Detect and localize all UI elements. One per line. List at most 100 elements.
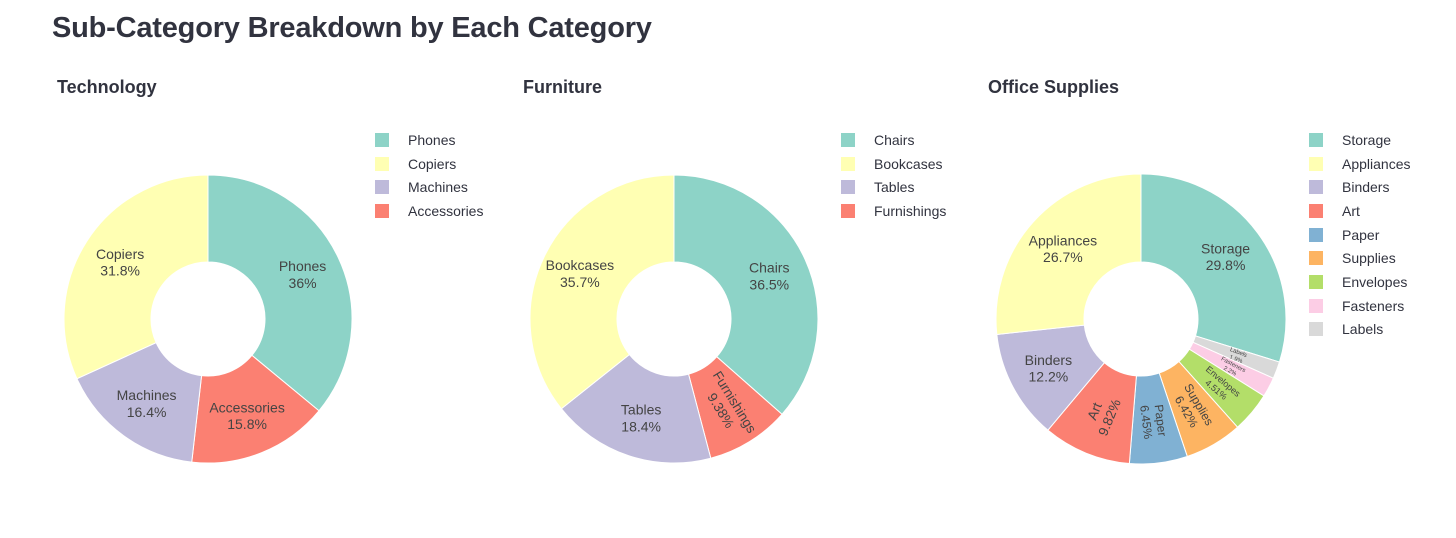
- chart-title: Technology: [57, 77, 157, 97]
- slice-label-value: 36%: [289, 275, 317, 291]
- legend-label: Tables: [874, 179, 915, 196]
- slice-label-value: 15.8%: [227, 416, 267, 432]
- legend-swatch: [375, 132, 389, 147]
- legend: Chairs Bookcases Tables Furnishings: [841, 128, 946, 223]
- legend-swatch: [375, 180, 389, 195]
- legend-label: Supplies: [1342, 250, 1396, 267]
- legend-item-phones[interactable]: Phones: [375, 128, 483, 152]
- chart-panel-technology: Technology Phones 36% Accessories 15.8% Mach…: [0, 70, 483, 510]
- slice-storage: [1140, 173, 1287, 363]
- legend-item-fasteners[interactable]: Fasteners: [1309, 294, 1411, 318]
- legend-item-copiers[interactable]: Copiers: [375, 152, 483, 176]
- legend-label: Furnishings: [874, 202, 947, 219]
- legend-swatch: [1309, 180, 1323, 195]
- legend-swatch: [1309, 322, 1323, 337]
- legend-item-appliances[interactable]: Appliances: [1309, 152, 1411, 176]
- legend-swatch: [841, 132, 855, 147]
- slice-label-value: 1.9%: [1228, 355, 1244, 366]
- legend-label: Accessories: [408, 202, 484, 219]
- legend: Storage Appliances Binders Art Paper Supplies…: [1309, 128, 1411, 341]
- legend-item-paper[interactable]: Paper: [1309, 223, 1411, 247]
- legend-label: Storage: [1342, 131, 1392, 148]
- legend-label: Labels: [1342, 321, 1384, 338]
- legend-item-art[interactable]: Art: [1309, 199, 1411, 223]
- legend-swatch: [1309, 274, 1323, 289]
- legend-item-chairs[interactable]: Chairs: [841, 128, 946, 152]
- page-title: Sub-Category Breakdown by Each Category: [52, 12, 652, 44]
- slice-label-name: Binders: [1025, 352, 1072, 368]
- chart-title: Office Supplies: [988, 77, 1120, 97]
- legend-label: Fasteners: [1342, 297, 1405, 314]
- legend-swatch: [375, 203, 389, 218]
- slice-label-name: Tables: [621, 402, 661, 418]
- slice-label-name: Machines: [117, 387, 177, 403]
- slice-label-value: 36.5%: [749, 276, 789, 292]
- legend-label: Copiers: [408, 155, 457, 172]
- legend-label: Art: [1342, 202, 1360, 219]
- legend-item-binders[interactable]: Binders: [1309, 175, 1411, 199]
- slice-copiers: [63, 174, 209, 380]
- legend-item-tables[interactable]: Tables: [841, 175, 946, 199]
- slice-label-name: Accessories: [209, 399, 284, 415]
- legend-swatch: [375, 156, 389, 171]
- slice-label-name: Appliances: [1029, 232, 1098, 248]
- slice-accessories: [191, 354, 320, 464]
- legend-label: Bookcases: [874, 155, 943, 172]
- slice-label-value: 26.7%: [1043, 249, 1083, 265]
- legend-item-supplies[interactable]: Supplies: [1309, 246, 1411, 270]
- legend-label: Envelopes: [1342, 273, 1408, 290]
- legend-label: Appliances: [1342, 155, 1411, 172]
- slice-label-name: Phones: [279, 258, 326, 274]
- legend-item-storage[interactable]: Storage: [1309, 128, 1411, 152]
- chart-title: Furniture: [523, 77, 602, 97]
- slice-bookcases: [529, 174, 675, 410]
- legend-swatch: [841, 203, 855, 218]
- donut-chart-office-supplies: Storage29.8%Labels1.9%Fasteners2.2%Envel…: [995, 173, 1287, 465]
- slice-label-value: 12.2%: [1029, 369, 1069, 385]
- legend-item-machines[interactable]: Machines: [375, 175, 483, 199]
- slice-binders: [996, 324, 1106, 431]
- slice-machines: [76, 341, 203, 463]
- slice-tables: [560, 353, 712, 464]
- legend-label: Paper: [1342, 226, 1380, 243]
- slice-label-name: Art: [1084, 400, 1105, 422]
- slice-chairs: [673, 174, 819, 415]
- donut-chart-furniture: Chairs36.5%Furnishings9.38%Tables18.4%Bo…: [529, 174, 819, 464]
- chart-panel-furniture: Furniture Chairs 36.5% Furnishings 9.38% Tab…: [466, 70, 946, 510]
- legend-label: Machines: [408, 179, 468, 196]
- legend-item-furnishings[interactable]: Furnishings: [841, 199, 946, 223]
- legend-item-labels[interactable]: Labels: [1309, 318, 1411, 342]
- legend-label: Binders: [1342, 179, 1390, 196]
- legend-swatch: [841, 156, 855, 171]
- slice-label-name: Bookcases: [546, 257, 614, 273]
- legend: Phones Copiers Machines Accessories: [375, 128, 483, 223]
- legend-swatch: [1309, 132, 1323, 147]
- legend-item-accessories[interactable]: Accessories: [375, 199, 483, 223]
- legend-swatch: [1309, 227, 1323, 242]
- slice-label-value: 35.7%: [560, 274, 600, 290]
- legend-item-envelopes[interactable]: Envelopes: [1309, 270, 1411, 294]
- slice-label-name: Copiers: [96, 246, 144, 262]
- slice-label-name: Paper: [1152, 404, 1170, 437]
- slice-label-name: Storage: [1201, 240, 1250, 256]
- slice-label-name: Labels: [1229, 347, 1248, 359]
- slice-label-value: 16.4%: [127, 404, 167, 420]
- slice-label-value: 29.8%: [1206, 257, 1246, 273]
- legend-item-bookcases[interactable]: Bookcases: [841, 152, 946, 176]
- legend-label: Chairs: [874, 131, 915, 148]
- legend-swatch: [1309, 251, 1323, 266]
- slice-label-value: 6.45%: [1137, 404, 1155, 440]
- legend-label: Phones: [408, 131, 456, 148]
- legend-swatch: [1309, 156, 1323, 171]
